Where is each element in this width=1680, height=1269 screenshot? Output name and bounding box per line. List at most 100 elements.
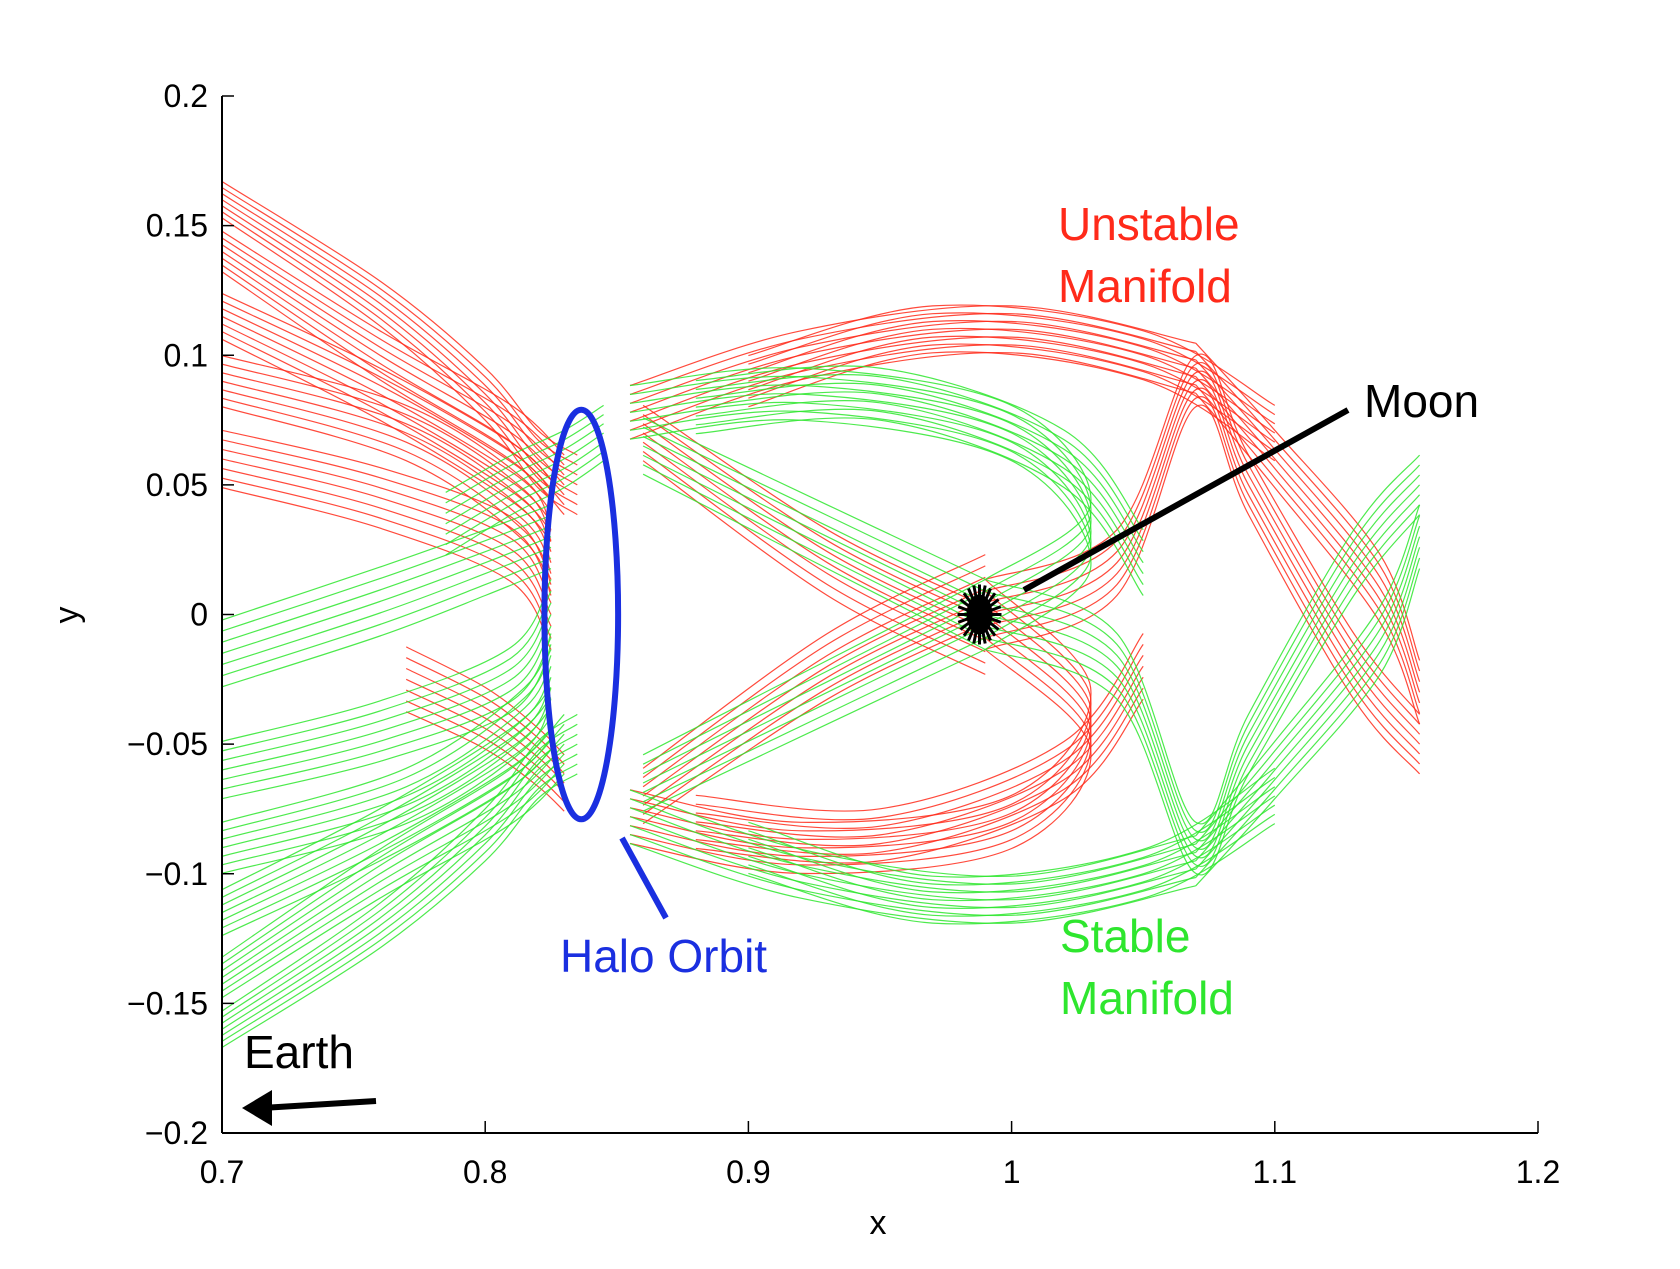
- unstable-manifold-curve: [629, 637, 1092, 866]
- unstable-manifold-curve: [642, 432, 986, 641]
- unstable-manifold-curve: [405, 678, 565, 784]
- stable-manifold-curve: [1195, 547, 1421, 870]
- stable-manifold-curve: [629, 384, 1092, 604]
- unstable-manifold-curve: [1195, 367, 1421, 693]
- unstable-manifold-curve: [222, 237, 565, 466]
- stable-manifold-curve: [222, 557, 552, 677]
- stable-manifold-curve: [1195, 536, 1421, 862]
- unstable-manifold-curve: [222, 397, 552, 585]
- stable-manifold-curve: [695, 400, 1144, 574]
- stable-manifold-curve: [222, 525, 552, 643]
- stable-manifold-curve: [642, 436, 986, 604]
- stable-manifold-curve: [222, 666, 552, 849]
- stable-manifold-curve: [445, 460, 604, 556]
- stable-manifold-curve: [445, 441, 604, 535]
- stable-manifold-curve: [222, 625, 552, 781]
- unstable-manifold-curve: [1195, 351, 1421, 672]
- y-tick-label: 0.2: [164, 78, 208, 114]
- unstable-manifold-curve: [629, 344, 1196, 431]
- stable-manifold-label: Stable Manifold: [1060, 910, 1234, 1024]
- stable-manifold-label-line: Stable: [1060, 910, 1190, 962]
- x-tick-label: 0.9: [726, 1154, 770, 1190]
- unstable-manifold-curve: [629, 579, 1092, 823]
- stable-manifold-curve: [222, 743, 565, 979]
- halo-pointer-line: [619, 836, 669, 920]
- x-tick-label: 0.8: [463, 1154, 507, 1190]
- stable-manifold-curve: [222, 743, 578, 1030]
- manifold-curves: [222, 180, 1421, 1049]
- stable-manifold-curve: [642, 602, 986, 775]
- unstable-manifold-curve: [629, 328, 1196, 413]
- unstable-manifold-curve: [222, 429, 552, 580]
- unstable-manifold-curve: [642, 621, 986, 825]
- earth-arrow-shaft: [261, 1098, 377, 1111]
- unstable-manifold-curve: [222, 217, 578, 516]
- unstable-manifold-curve: [748, 320, 1276, 425]
- stable-manifold-curve: [642, 445, 986, 616]
- moon-pointer-line: [1022, 407, 1350, 593]
- unstable-manifold-curve: [642, 599, 986, 806]
- stable-manifold-curve: [629, 825, 1196, 909]
- stable-manifold-curve: [642, 417, 986, 581]
- unstable-manifold-curve: [642, 588, 986, 797]
- unstable-manifold-curve: [222, 467, 552, 627]
- axes: 0.7 0.8 0.9 1 1.1 1.2 0.2 0.15 0.1 0.05 0 −0.05 −0.1…: [48, 78, 1560, 1242]
- stable-manifold-curve: [222, 753, 565, 985]
- unstable-manifold-curve: [222, 389, 552, 574]
- y-tick-label: 0.1: [164, 337, 208, 373]
- stable-manifold-curve: [642, 426, 986, 592]
- stable-manifold-curve: [222, 602, 552, 762]
- stable-manifold-curve: [985, 504, 1421, 868]
- stable-manifold-curve: [642, 578, 986, 756]
- stable-manifold-curve: [642, 613, 986, 784]
- stable-manifold-curve: [629, 401, 1092, 627]
- unstable-manifold-curve: [1195, 376, 1421, 704]
- unstable-manifold-curve: [642, 610, 986, 815]
- stable-manifold-curve: [695, 374, 1144, 542]
- x-tick-label: 1: [1003, 1154, 1021, 1190]
- unstable-manifold-label: Unstable Manifold: [1058, 198, 1240, 312]
- unstable-manifold-curve: [222, 315, 552, 512]
- unstable-manifold-curve: [748, 304, 1276, 406]
- unstable-manifold-curve: [642, 460, 986, 675]
- stable-manifold-curve: [629, 375, 1092, 592]
- stable-manifold-curve: [642, 625, 986, 793]
- stable-manifold-curve: [222, 773, 565, 999]
- stable-manifold-curve: [222, 717, 552, 914]
- unstable-manifold-curve: [1195, 384, 1421, 714]
- unstable-manifold-curve: [222, 230, 565, 456]
- unstable-manifold-series: [222, 180, 1421, 875]
- unstable-manifold-curve: [642, 441, 986, 653]
- stable-manifold-curve: [222, 748, 552, 937]
- stable-manifold-curve: [222, 649, 552, 800]
- unstable-manifold-curve: [222, 323, 552, 522]
- unstable-manifold-curve: [642, 451, 986, 664]
- stable-manifold-curve: [222, 713, 578, 1012]
- stable-manifold-curve: [222, 568, 552, 688]
- stable-manifold-curve: [222, 733, 578, 1024]
- unstable-manifold-curve: [642, 576, 986, 788]
- stable-manifold-curve: [222, 637, 552, 790]
- overlay-marks: [541, 406, 1002, 823]
- unstable-manifold-curve: [222, 211, 578, 506]
- unstable-manifold-curve: [222, 244, 565, 476]
- unstable-manifold-curve: [222, 458, 552, 615]
- stable-manifold-curve: [629, 789, 1196, 878]
- unstable-manifold-curve: [629, 351, 1196, 440]
- unstable-manifold-curve: [222, 448, 552, 604]
- unstable-manifold-curve: [695, 687, 1144, 855]
- stable-manifold-curve: [222, 707, 552, 906]
- halo-orbit-label-line: Halo Orbit: [560, 930, 767, 982]
- unstable-manifold-curve: [748, 335, 1276, 443]
- stable-manifold-curve: [629, 807, 1196, 893]
- y-tick-label: 0: [190, 597, 208, 633]
- unstable-manifold-curve: [222, 180, 578, 456]
- stable-manifold-curve: [1195, 504, 1421, 837]
- x-tick-label: 1.2: [1516, 1154, 1560, 1190]
- unstable-manifold-curve: [695, 655, 1144, 829]
- x-axis-label: x: [870, 1204, 887, 1242]
- earth-arrow-head: [242, 1090, 272, 1126]
- stable-manifold-curve: [222, 633, 552, 823]
- unstable-manifold-curve: [222, 372, 552, 552]
- stable-manifold-curve: [222, 723, 578, 1018]
